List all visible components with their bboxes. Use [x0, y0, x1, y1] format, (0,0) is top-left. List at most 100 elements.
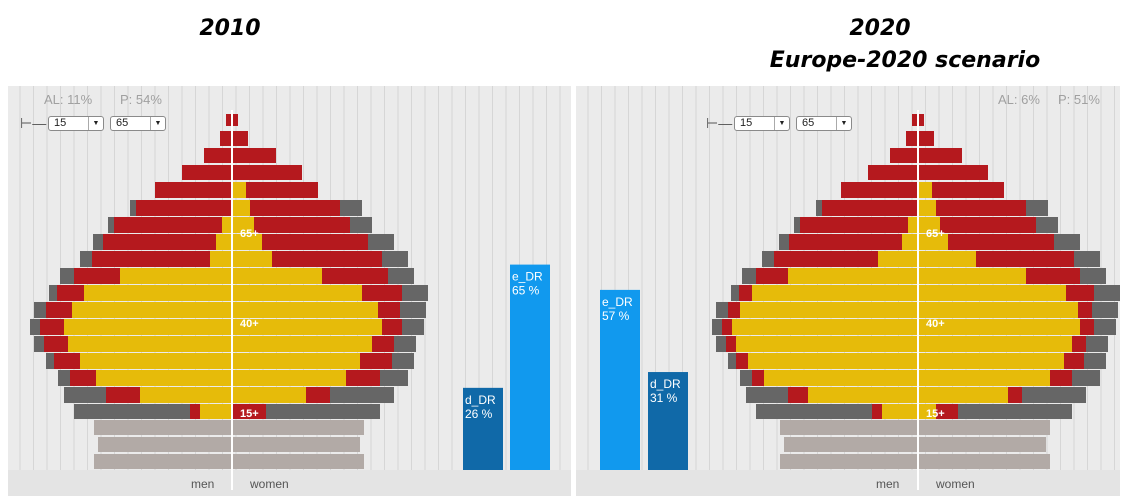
pyramid-bar-elderly — [382, 251, 408, 267]
pyramid-bar-inactive — [272, 251, 382, 267]
bar-e_DR — [510, 264, 550, 470]
pyramid-bar-inactive — [362, 285, 402, 301]
lower-age-select[interactable]: 15 ▼ — [48, 116, 104, 131]
pyramid-bar-inactive — [46, 302, 72, 318]
pyramid-bar-elderly — [742, 268, 756, 284]
bar-label: d_DR — [465, 393, 496, 407]
pyramid-bar-elderly — [1022, 387, 1086, 403]
pyramid-bar-inactive — [912, 114, 918, 126]
pyramid-bar-inactive — [756, 268, 788, 284]
pyramid-bar-employed — [918, 234, 948, 250]
upper-age-select[interactable]: 65 ▼ — [110, 116, 166, 131]
pyramid-bar-employed — [918, 387, 1008, 403]
age-label: 65+ — [926, 228, 945, 240]
bar-label: d_DR — [650, 377, 681, 391]
bar-e_DR — [600, 289, 640, 470]
pyramid-bar-inactive — [918, 131, 934, 146]
pyramid-bar-elderly — [716, 336, 726, 352]
pyramid-bar-children — [94, 454, 364, 469]
pyramid-bar-elderly — [1084, 353, 1106, 369]
pyramid-bar-inactive — [220, 131, 232, 146]
pyramid-bar-elderly — [1086, 336, 1108, 352]
axis-label-women: women — [935, 477, 975, 491]
pyramid-bar-elderly — [64, 387, 106, 403]
axis-label-men: men — [191, 477, 214, 491]
pyramid-bar-employed — [80, 353, 232, 369]
stat-p: P: 54% — [120, 92, 162, 107]
pyramid-bar-inactive — [74, 268, 120, 284]
pyramid-bar-inactive — [736, 353, 748, 369]
pyramid-bar-inactive — [232, 131, 248, 146]
chevron-down-icon: ▼ — [88, 117, 103, 130]
pyramid-bar-inactive — [54, 353, 80, 369]
pyramid-bar-employed — [918, 319, 1080, 335]
chevron-down-icon: ▼ — [774, 117, 789, 130]
pyramid-bar-inactive — [774, 251, 878, 267]
pyramid-bar-inactive — [322, 268, 388, 284]
pyramid-bar-inactive — [378, 302, 400, 318]
upper-age-value: 65 — [116, 117, 129, 129]
pyramid-bar-children — [784, 437, 1046, 452]
pyramid-bar-inactive — [722, 319, 732, 335]
pin-icon[interactable]: ⊢— — [706, 115, 733, 131]
pyramid-bar-inactive — [250, 200, 340, 216]
bar-value: 65 % — [512, 284, 540, 298]
pyramid-bar-elderly — [58, 370, 70, 386]
pyramid-bar-employed — [232, 251, 272, 267]
lower-age-value: 15 — [54, 117, 67, 129]
stat-al: AL: 11% — [44, 92, 93, 107]
pyramid-bar-employed — [232, 285, 362, 301]
lower-age-select-2020[interactable]: 15 ▼ — [734, 116, 790, 131]
upper-age-select-2020[interactable]: 65 ▼ — [796, 116, 852, 131]
pyramid-bar-elderly — [340, 200, 362, 216]
bar-value: 57 % — [602, 309, 630, 323]
pyramid-bar-elderly — [402, 319, 424, 335]
pyramid-bar-inactive — [226, 114, 232, 126]
lower-age-value-2020: 15 — [740, 117, 753, 129]
bar-d_DR — [648, 372, 688, 470]
pyramid-bar-elderly — [1054, 234, 1080, 250]
bar-value: 31 % — [650, 391, 678, 405]
pyramid-bar-elderly — [1092, 302, 1118, 318]
pyramid-bar-inactive — [752, 370, 764, 386]
pyramid-bar-elderly — [728, 353, 736, 369]
pyramid-bar-inactive — [114, 217, 222, 233]
pyramid-bar-inactive — [789, 234, 902, 250]
pyramid-bar-employed — [918, 182, 932, 198]
pyramid-bar-inactive — [232, 114, 238, 126]
chevron-down-icon: ▼ — [150, 117, 165, 130]
pyramid-bar-employed — [72, 302, 232, 318]
pyramid-bar-elderly — [958, 404, 1072, 419]
pyramid-bar-inactive — [44, 336, 68, 352]
pyramid-bar-inactive — [262, 234, 368, 250]
pyramid-bar-employed — [232, 370, 346, 386]
pyramid-bar-elderly — [394, 336, 416, 352]
pyramid-bar-employed — [68, 336, 232, 352]
pyramid-bar-employed — [908, 217, 918, 233]
bar-d_DR — [463, 387, 503, 470]
pyramid-bar-elderly — [762, 251, 774, 267]
pyramid-bar-elderly — [392, 353, 414, 369]
pyramid-bar-inactive — [40, 319, 64, 335]
pyramid-bar-elderly — [130, 200, 136, 216]
pyramid-bar-employed — [232, 387, 306, 403]
pyramid-bar-inactive — [906, 131, 918, 146]
pyramid-bar-employed — [210, 251, 232, 267]
pyramid-bar-inactive — [246, 182, 318, 198]
pyramid-bar-inactive — [918, 165, 988, 180]
pyramid-bar-inactive — [155, 182, 232, 198]
pyramid-bar-elderly — [34, 336, 44, 352]
pyramid-bar-inactive — [306, 387, 330, 403]
pin-icon[interactable]: ⊢— — [20, 115, 47, 131]
pyramid-bar-inactive — [800, 217, 908, 233]
pyramid-bar-inactive — [936, 404, 958, 419]
pyramid-bar-elderly — [756, 404, 872, 419]
pyramid-bar-inactive — [190, 404, 200, 419]
pyramid-bar-elderly — [716, 302, 728, 318]
pyramid-bar-employed — [764, 370, 918, 386]
pyramid-bar-employed — [232, 353, 360, 369]
pyramid-bar-inactive — [739, 285, 752, 301]
pyramid-bar-elderly — [1074, 251, 1100, 267]
axis-label-men: men — [876, 477, 899, 491]
upper-age-value-2020: 65 — [802, 117, 815, 129]
